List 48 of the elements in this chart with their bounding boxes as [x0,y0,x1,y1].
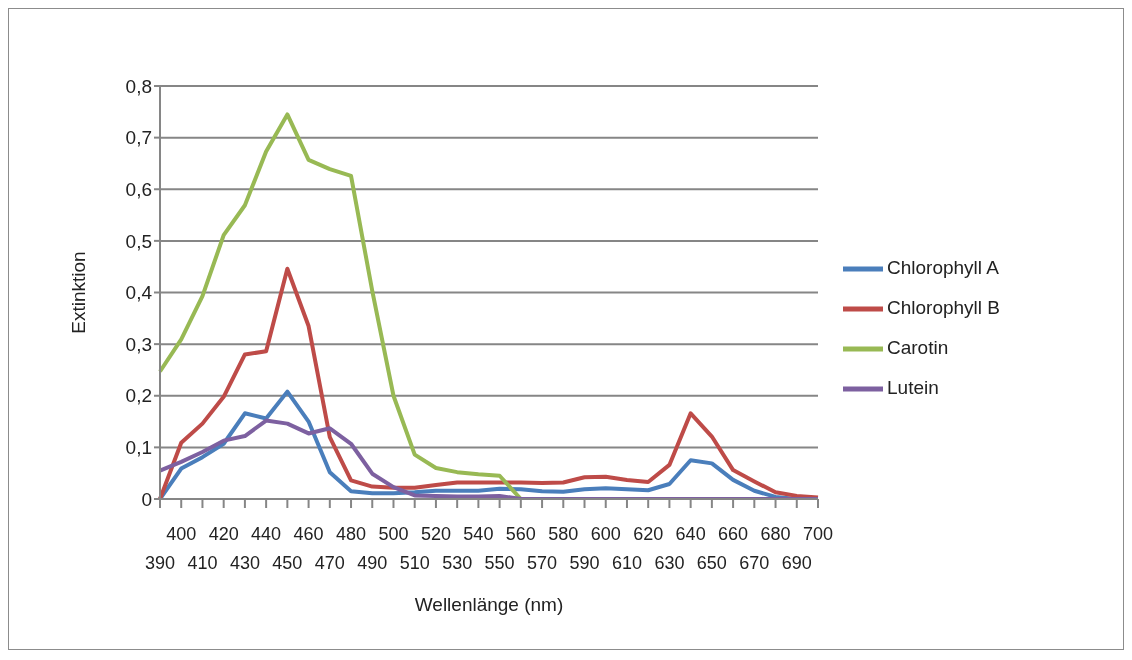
x-tick-label: 440 [251,524,282,544]
x-tick-label: 600 [590,524,621,544]
y-tick-label: 0,8 [125,75,152,97]
x-tick-label: 620 [633,524,664,544]
x-tick-label: 410 [187,553,218,573]
x-tick-label: 390 [144,553,176,573]
legend-label: Chlorophyll A [887,257,999,279]
x-tick-label: 700 [802,524,834,544]
x-tick-label: 690 [781,553,812,573]
x-tick-label: 630 [654,553,685,573]
legend-label: Carotin [887,337,949,359]
x-tick-label: 510 [399,553,430,573]
legend-label: Lutein [887,377,939,399]
legend-label: Chlorophyll B [887,297,1000,319]
x-tick-label: 460 [293,524,324,544]
y-tick-label: 0,2 [125,385,152,407]
y-tick-label: 0,7 [125,127,152,149]
x-tick-label: 400 [166,524,197,544]
y-tick-label: 0,3 [125,333,152,355]
x-tick-label: 660 [718,524,749,544]
x-tick-label: 430 [229,553,260,573]
x-tick-label: 520 [420,524,451,544]
y-tick-label: 0,1 [125,437,152,459]
x-tick-label: 670 [739,553,770,573]
y-axis-title: Extinktion [67,251,89,334]
x-tick-label: 420 [208,524,239,544]
y-tick-label: 0,5 [125,230,152,252]
x-tick-label: 530 [442,553,473,573]
x-tick-label: 640 [675,524,706,544]
x-tick-label: 570 [527,553,558,573]
x-tick-label: 650 [696,553,727,573]
x-tick-label: 450 [272,553,303,573]
x-tick-label: 540 [463,524,494,544]
x-tick-label: 550 [484,553,515,573]
x-tick-label: 610 [611,553,642,573]
line-series [158,112,523,499]
x-tick-label: 560 [505,524,536,544]
x-tick-label: 490 [357,553,388,573]
x-tick-label: 580 [548,524,579,544]
x-tick-label: 680 [760,524,791,544]
y-tick-label: 0,4 [125,282,153,304]
x-axis-title: Wellenlänge (nm) [414,594,564,615]
y-tick-label: 0 [141,488,152,510]
y-tick-label: 0,6 [125,178,152,200]
x-tick-label: 590 [569,553,600,573]
x-tick-label: 470 [314,553,345,573]
x-tick-label: 500 [378,524,409,544]
x-tick-label: 480 [336,524,367,544]
